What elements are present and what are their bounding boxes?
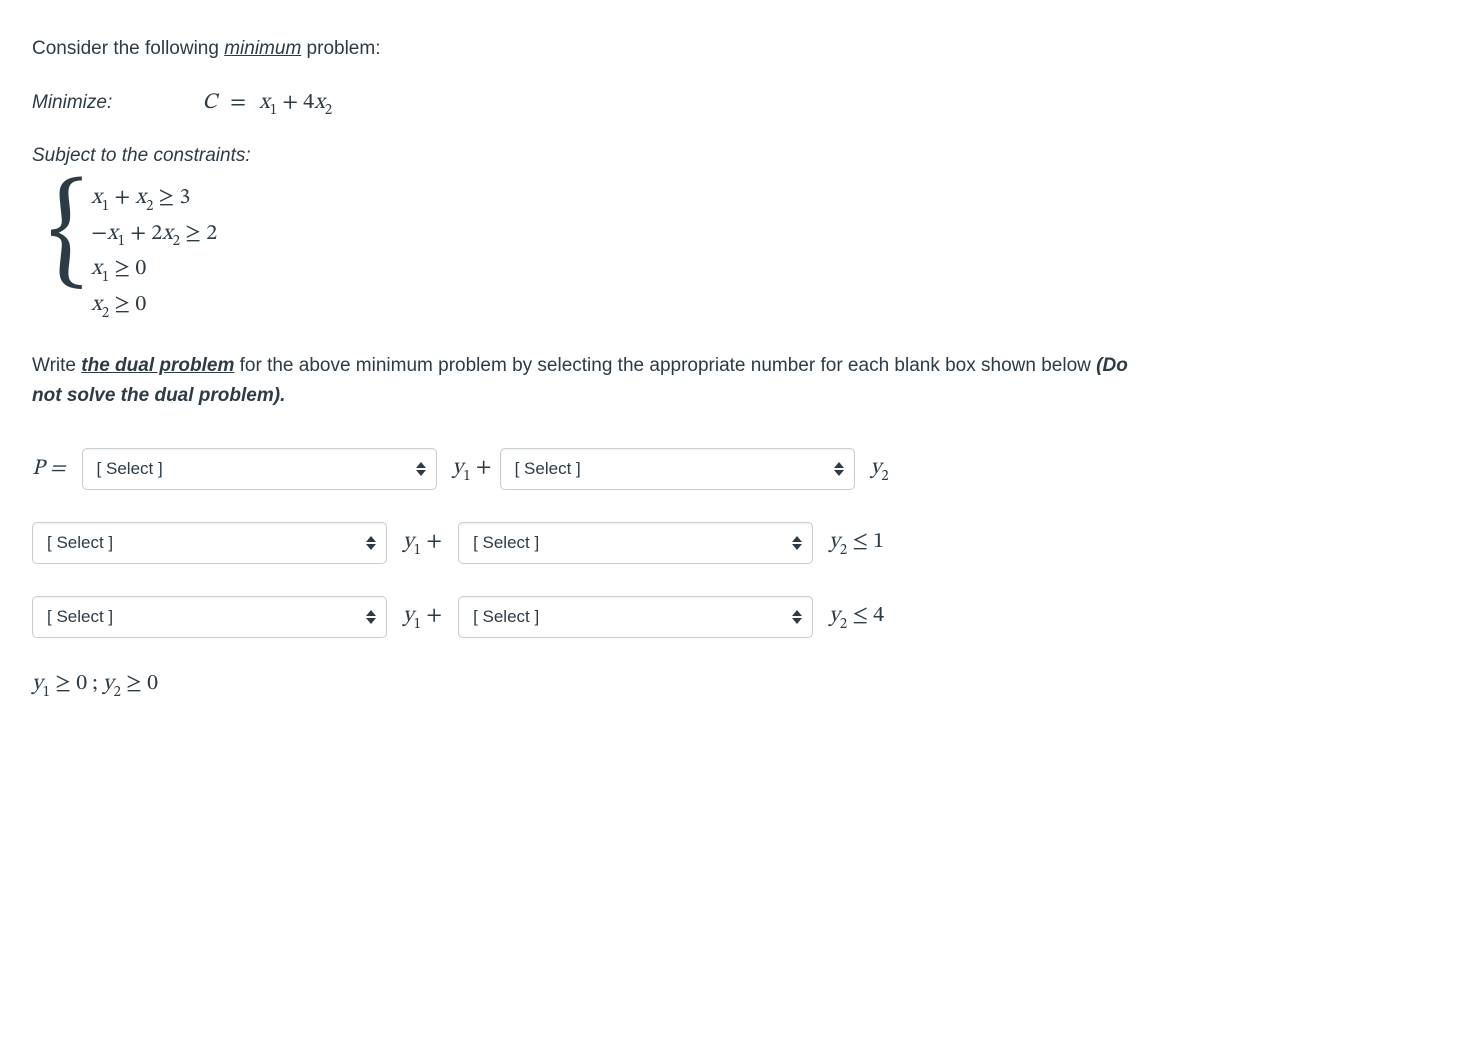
select-c1-coef-y2[interactable]: [ Select ] bbox=[458, 522, 813, 564]
y1-plus-label: y1 + bbox=[453, 454, 492, 484]
constraints-block: { x1 + x2 ≥ 3 −x1 + 2x2 ≥ 2 x1 ≥ 0 x2 ≥ … bbox=[48, 181, 1132, 323]
subject-to-label: Subject to the constraints: bbox=[32, 145, 1132, 167]
constraint-4: x2 ≥ 0 bbox=[91, 288, 217, 324]
stepper-icon bbox=[792, 536, 802, 550]
constraint-2: −x1 + 2x2 ≥ 2 bbox=[91, 217, 217, 253]
c2-tail: y2 ≤ 4 bbox=[829, 602, 884, 632]
select-obj-coef-y2[interactable]: [ Select ] bbox=[500, 448, 855, 490]
nonneg-constraints: y1 ≥ 0 ; y2 ≥ 0 bbox=[32, 670, 1132, 700]
stepper-icon bbox=[834, 462, 844, 476]
select-c1-coef-y1[interactable]: [ Select ] bbox=[32, 522, 387, 564]
constraint-3: x1 ≥ 0 bbox=[91, 252, 217, 288]
c1-tail: y2 ≤ 1 bbox=[829, 528, 884, 558]
select-placeholder: [ Select ] bbox=[473, 607, 539, 627]
stepper-icon bbox=[416, 462, 426, 476]
dual-row-constraint-2: [ Select ] y1 + [ Select ] y2 ≤ 4 bbox=[32, 596, 1132, 638]
select-placeholder: [ Select ] bbox=[47, 533, 113, 553]
p-equals: P = bbox=[32, 455, 66, 483]
intro-pre: Consider the following bbox=[32, 38, 224, 59]
select-placeholder: [ Select ] bbox=[97, 459, 163, 479]
minimize-label: Minimize: bbox=[32, 92, 112, 114]
stepper-icon bbox=[792, 610, 802, 624]
constraint-1: x1 + x2 ≥ 3 bbox=[91, 181, 217, 217]
select-placeholder: [ Select ] bbox=[515, 459, 581, 479]
stepper-icon bbox=[366, 536, 376, 550]
y1-plus-label: y1 + bbox=[403, 528, 442, 558]
dual-row-objective: P = [ Select ] y1 + [ Select ] y2 bbox=[32, 448, 1132, 490]
intro-text: Consider the following minimum problem: bbox=[32, 36, 1132, 63]
objective-equation: C = x1 + 4x2 bbox=[202, 89, 332, 119]
instructions-underline: the dual problem bbox=[81, 355, 234, 376]
select-obj-coef-y1[interactable]: [ Select ] bbox=[82, 448, 437, 490]
select-placeholder: [ Select ] bbox=[47, 607, 113, 627]
select-placeholder: [ Select ] bbox=[473, 533, 539, 553]
select-c2-coef-y2[interactable]: [ Select ] bbox=[458, 596, 813, 638]
select-c2-coef-y1[interactable]: [ Select ] bbox=[32, 596, 387, 638]
intro-underline: minimum bbox=[224, 38, 301, 59]
instructions-pre: Write bbox=[32, 355, 81, 376]
stepper-icon bbox=[366, 610, 376, 624]
objective-line: Minimize: C = x1 + 4x2 bbox=[32, 89, 1132, 119]
dual-row-constraint-1: [ Select ] y1 + [ Select ] y2 ≤ 1 bbox=[32, 522, 1132, 564]
left-brace: { bbox=[48, 177, 87, 319]
instructions: Write the dual problem for the above min… bbox=[32, 351, 1132, 410]
instructions-mid: for the above minimum problem by selecti… bbox=[234, 355, 1096, 376]
intro-tail: problem: bbox=[301, 38, 380, 59]
y1-plus-label: y1 + bbox=[403, 602, 442, 632]
y2-label: y2 bbox=[871, 454, 889, 484]
constraints-list: x1 + x2 ≥ 3 −x1 + 2x2 ≥ 2 x1 ≥ 0 x2 ≥ 0 bbox=[91, 181, 217, 323]
